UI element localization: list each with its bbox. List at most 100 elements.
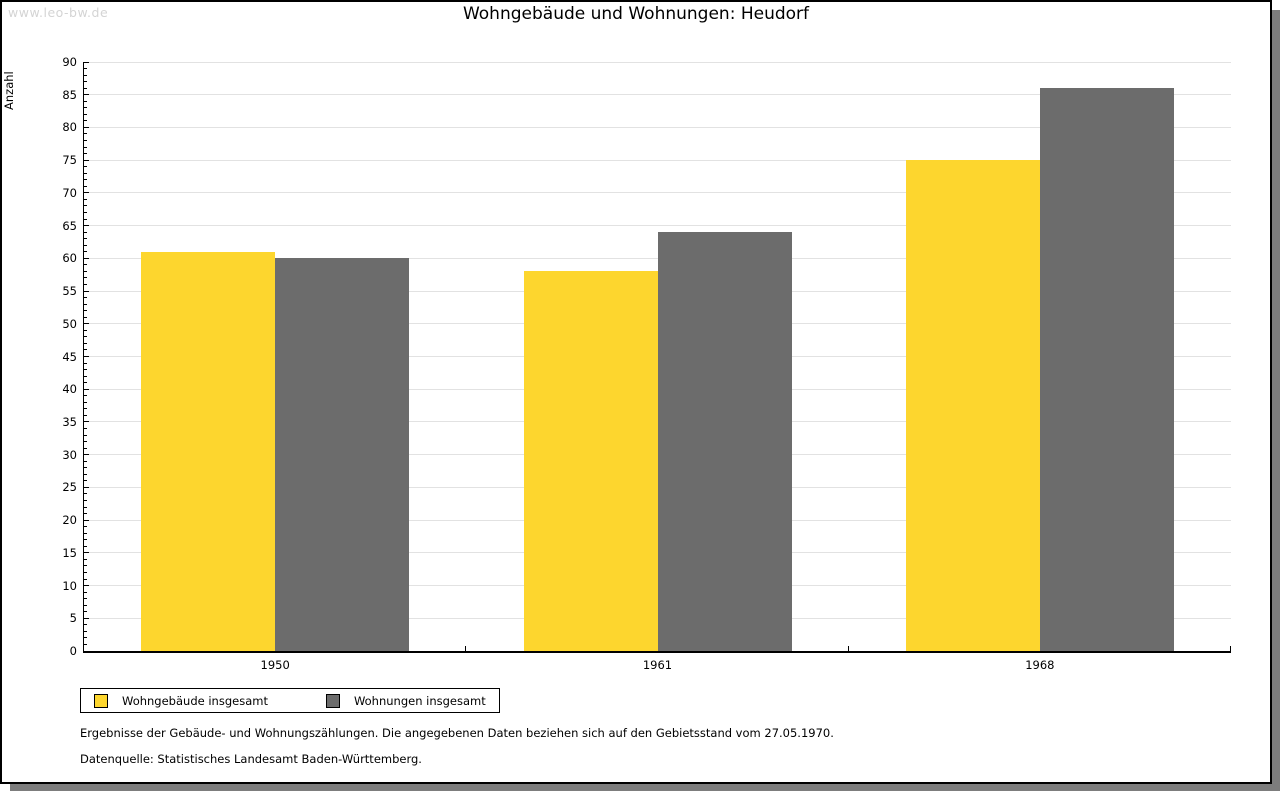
y-minor-tick-77 bbox=[84, 146, 87, 148]
y-minor-tick-27 bbox=[84, 473, 87, 475]
footnote-line-2: Datenquelle: Statistisches Landesamt Bad… bbox=[80, 752, 422, 766]
y-minor-tick-42 bbox=[84, 375, 87, 377]
y-minor-tick-68 bbox=[84, 205, 87, 207]
y-minor-tick-11 bbox=[84, 578, 87, 580]
y-axis-title-text: Anzahl bbox=[2, 71, 16, 110]
y-minor-tick-1 bbox=[84, 643, 87, 645]
frame-shadow-right bbox=[1272, 10, 1280, 791]
y-minor-tick-4 bbox=[84, 624, 87, 626]
y-major-tick-45 bbox=[84, 356, 89, 357]
y-minor-tick-38 bbox=[84, 401, 87, 403]
y-tick-label-15: 15 bbox=[62, 545, 77, 560]
y-minor-tick-8 bbox=[84, 598, 87, 600]
y-minor-tick-84 bbox=[84, 100, 87, 102]
y-major-tick-50 bbox=[84, 323, 89, 325]
y-minor-tick-69 bbox=[84, 198, 87, 200]
y-minor-tick-71 bbox=[84, 185, 87, 187]
y-tick-label-75: 75 bbox=[62, 153, 77, 168]
y-tick-label-55: 55 bbox=[62, 284, 77, 299]
y-minor-tick-82 bbox=[84, 113, 87, 115]
x-boundary-tick-3 bbox=[1230, 646, 1231, 651]
y-tick-label-90: 90 bbox=[62, 55, 77, 69]
y-minor-tick-22 bbox=[84, 506, 87, 508]
y-major-tick-85 bbox=[84, 94, 89, 96]
y-minor-tick-29 bbox=[84, 460, 87, 462]
y-minor-tick-3 bbox=[84, 630, 87, 632]
y-tick-label-70: 70 bbox=[62, 185, 77, 200]
y-minor-tick-47 bbox=[84, 342, 87, 344]
bar-1968-series-0 bbox=[906, 160, 1040, 651]
gridline-y-75 bbox=[84, 159, 1231, 161]
gridline-y-85 bbox=[84, 94, 1231, 96]
y-minor-tick-33 bbox=[84, 434, 87, 436]
y-minor-tick-79 bbox=[84, 133, 87, 135]
legend-label-1: Wohnungen insgesamt bbox=[353, 693, 486, 708]
y-minor-tick-59 bbox=[84, 264, 87, 266]
y-axis-title: Anzahl bbox=[2, 46, 17, 110]
y-minor-tick-39 bbox=[84, 395, 87, 397]
y-minor-tick-53 bbox=[84, 303, 87, 305]
y-minor-tick-24 bbox=[84, 493, 87, 495]
y-minor-tick-12 bbox=[84, 571, 87, 573]
y-tick-label-25: 25 bbox=[62, 480, 77, 495]
legend: Wohngebäude insgesamt Wohnungen insgesamt bbox=[80, 688, 500, 713]
y-major-tick-5 bbox=[84, 617, 89, 619]
y-minor-tick-61 bbox=[84, 251, 87, 253]
y-minor-tick-51 bbox=[84, 316, 87, 318]
y-minor-tick-31 bbox=[84, 447, 87, 449]
legend-item-1: Wohnungen insgesamt bbox=[325, 693, 486, 708]
y-tick-label-85: 85 bbox=[62, 87, 77, 102]
y-minor-tick-43 bbox=[84, 369, 87, 371]
y-tick-label-45: 45 bbox=[62, 349, 77, 364]
y-major-tick-60 bbox=[84, 257, 89, 259]
y-minor-tick-37 bbox=[84, 408, 87, 410]
y-minor-tick-2 bbox=[84, 637, 87, 639]
y-minor-tick-21 bbox=[84, 513, 87, 515]
y-major-tick-65 bbox=[84, 225, 89, 227]
gridline-y-70 bbox=[84, 192, 1231, 194]
y-tick-label-0: 0 bbox=[69, 644, 77, 658]
y-tick-label-35: 35 bbox=[62, 414, 77, 429]
y-tick-label-50: 50 bbox=[62, 316, 77, 331]
y-minor-tick-57 bbox=[84, 277, 87, 279]
footnote-line-1: Ergebnisse der Gebäude- und Wohnungszähl… bbox=[80, 726, 834, 740]
y-tick-label-30: 30 bbox=[62, 447, 77, 462]
y-major-tick-80 bbox=[84, 126, 89, 128]
y-minor-tick-48 bbox=[84, 336, 87, 338]
y-minor-tick-66 bbox=[84, 218, 87, 220]
y-minor-tick-26 bbox=[84, 480, 87, 482]
y-minor-tick-78 bbox=[84, 140, 87, 142]
chart-title: Wohngebäude und Wohnungen: Heudorf bbox=[462, 4, 810, 24]
bar-1961-series-1 bbox=[658, 232, 792, 651]
y-minor-tick-7 bbox=[84, 604, 87, 606]
y-minor-tick-19 bbox=[84, 526, 87, 528]
y-minor-tick-6 bbox=[84, 611, 87, 613]
y-tick-label-20: 20 bbox=[62, 513, 77, 528]
y-major-tick-90 bbox=[84, 61, 89, 63]
bar-1950-series-1 bbox=[275, 258, 409, 651]
y-minor-tick-41 bbox=[84, 382, 87, 384]
y-major-tick-40 bbox=[84, 388, 89, 390]
bar-1961-series-0 bbox=[524, 271, 658, 651]
y-minor-tick-14 bbox=[84, 558, 87, 560]
y-minor-tick-58 bbox=[84, 270, 87, 272]
y-minor-tick-16 bbox=[84, 545, 87, 547]
y-minor-tick-54 bbox=[84, 297, 87, 299]
y-minor-tick-86 bbox=[84, 87, 87, 89]
y-minor-tick-81 bbox=[84, 120, 87, 122]
y-minor-tick-44 bbox=[84, 362, 87, 364]
watermark: www.leo-bw.de bbox=[8, 5, 109, 20]
bar-1950-series-0 bbox=[141, 252, 275, 651]
y-tick-label-5: 5 bbox=[69, 611, 77, 626]
y-major-tick-10 bbox=[84, 585, 89, 587]
y-minor-tick-76 bbox=[84, 153, 87, 155]
y-major-tick-35 bbox=[84, 421, 89, 423]
y-minor-tick-89 bbox=[84, 68, 87, 70]
frame-shadow-bottom bbox=[10, 784, 1280, 791]
legend-swatch-0 bbox=[94, 693, 108, 708]
legend-label-0: Wohngebäude insgesamt bbox=[122, 693, 268, 708]
y-minor-tick-46 bbox=[84, 349, 87, 351]
y-minor-tick-63 bbox=[84, 238, 87, 240]
y-minor-tick-17 bbox=[84, 539, 87, 541]
